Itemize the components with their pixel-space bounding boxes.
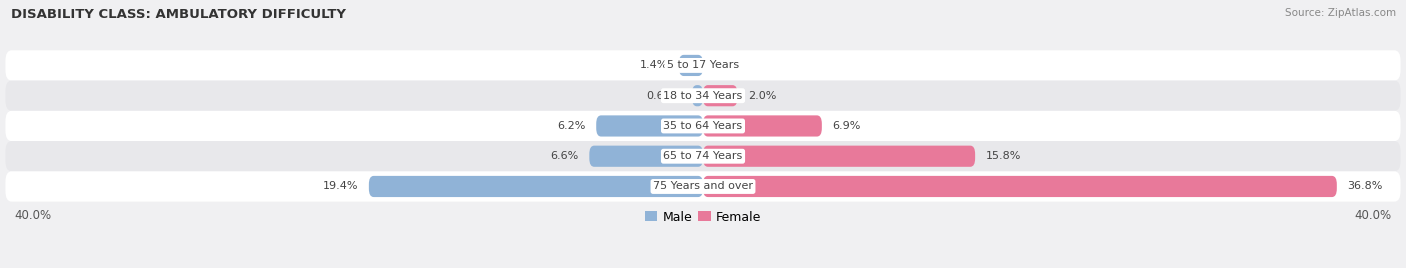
Text: 6.2%: 6.2% xyxy=(558,121,586,131)
FancyBboxPatch shape xyxy=(6,111,1400,141)
FancyBboxPatch shape xyxy=(703,115,823,137)
FancyBboxPatch shape xyxy=(6,50,1400,81)
Text: 0.0%: 0.0% xyxy=(713,61,741,70)
Text: 1.4%: 1.4% xyxy=(640,61,669,70)
FancyBboxPatch shape xyxy=(703,85,738,106)
Text: 35 to 64 Years: 35 to 64 Years xyxy=(664,121,742,131)
FancyBboxPatch shape xyxy=(6,171,1400,202)
Text: 2.0%: 2.0% xyxy=(748,91,776,101)
FancyBboxPatch shape xyxy=(368,176,703,197)
Text: 15.8%: 15.8% xyxy=(986,151,1021,161)
Text: 40.0%: 40.0% xyxy=(1355,209,1392,222)
Text: Source: ZipAtlas.com: Source: ZipAtlas.com xyxy=(1285,8,1396,18)
Text: 65 to 74 Years: 65 to 74 Years xyxy=(664,151,742,161)
Text: 0.64%: 0.64% xyxy=(647,91,682,101)
FancyBboxPatch shape xyxy=(589,146,703,167)
Text: 6.9%: 6.9% xyxy=(832,121,860,131)
FancyBboxPatch shape xyxy=(596,115,703,137)
FancyBboxPatch shape xyxy=(703,146,976,167)
FancyBboxPatch shape xyxy=(692,85,703,106)
Legend: Male, Female: Male, Female xyxy=(640,206,766,229)
FancyBboxPatch shape xyxy=(703,176,1337,197)
Text: 18 to 34 Years: 18 to 34 Years xyxy=(664,91,742,101)
Text: 5 to 17 Years: 5 to 17 Years xyxy=(666,61,740,70)
FancyBboxPatch shape xyxy=(679,55,703,76)
Text: 36.8%: 36.8% xyxy=(1347,181,1382,191)
Text: 75 Years and over: 75 Years and over xyxy=(652,181,754,191)
Text: 19.4%: 19.4% xyxy=(323,181,359,191)
Text: 6.6%: 6.6% xyxy=(551,151,579,161)
Text: DISABILITY CLASS: AMBULATORY DIFFICULTY: DISABILITY CLASS: AMBULATORY DIFFICULTY xyxy=(11,8,346,21)
FancyBboxPatch shape xyxy=(6,81,1400,111)
FancyBboxPatch shape xyxy=(6,141,1400,171)
Text: 40.0%: 40.0% xyxy=(14,209,51,222)
